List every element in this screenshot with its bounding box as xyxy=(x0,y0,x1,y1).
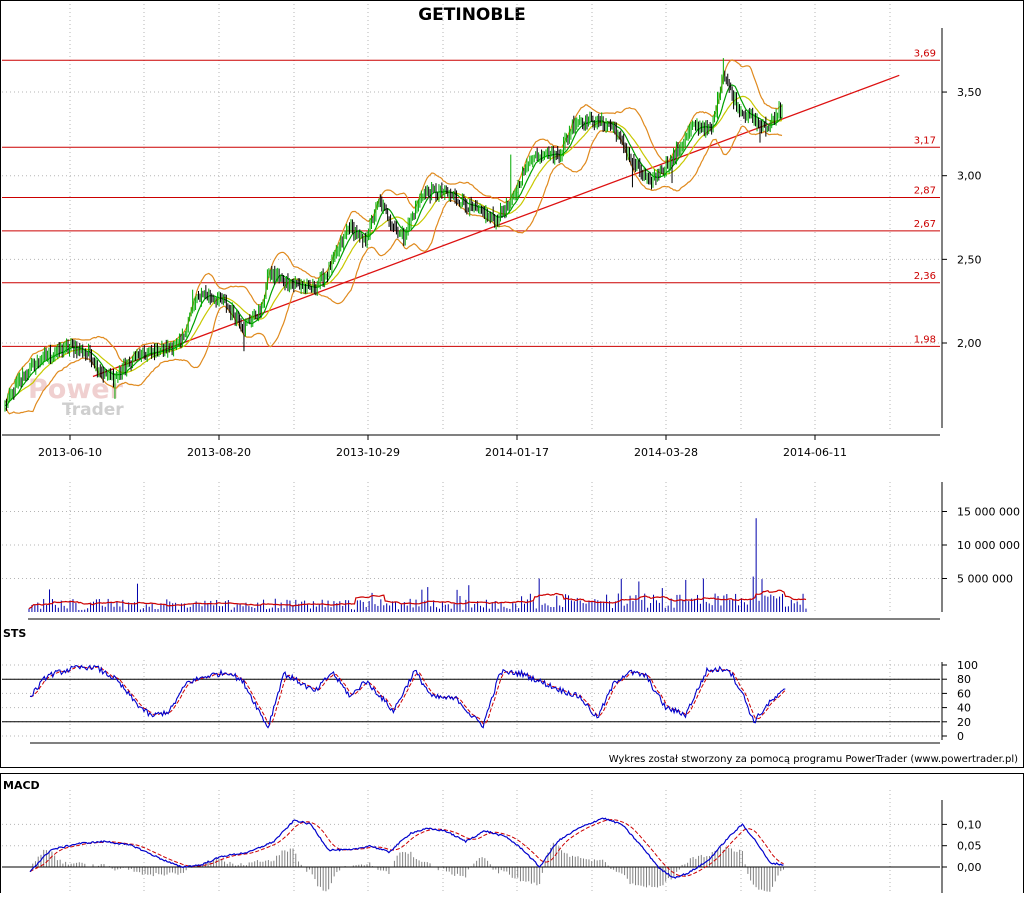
sts-main-line xyxy=(29,664,786,729)
volume-y-tick-label-1: 10 000 000 xyxy=(957,539,1020,552)
price-y-tick-label-0: 2,00 xyxy=(957,337,982,350)
price-level-label-3: 2,67 xyxy=(914,219,936,230)
moving-average-slow-line xyxy=(4,95,783,407)
price-level-label-5: 1,98 xyxy=(914,334,936,345)
sts-y-tick-label-0: 0 xyxy=(957,730,964,743)
sts-signal-line xyxy=(29,665,786,726)
price-x-tick-label-2: 2013-10-29 xyxy=(336,446,400,459)
macd-signal-line xyxy=(29,819,784,877)
price-y-tick-label-2: 3,00 xyxy=(957,170,982,183)
bollinger-lower-line xyxy=(4,125,783,415)
price-x-tick-label-4: 2014-03-28 xyxy=(634,446,698,459)
sts-y-tick-label-1: 20 xyxy=(957,716,971,729)
volume-average-line xyxy=(28,589,807,610)
sts-panel-label: STS xyxy=(3,627,26,640)
price-level-label-1: 3,17 xyxy=(914,135,936,146)
price-level-label-0: 3,69 xyxy=(914,48,936,59)
volume-y-tick-label-2: 15 000 000 xyxy=(957,506,1020,519)
chart-title: GETINOBLE xyxy=(418,5,526,25)
sts-y-tick-label-2: 40 xyxy=(957,702,971,715)
price-level-label-2: 2,87 xyxy=(914,185,936,196)
sts-y-tick-label-4: 80 xyxy=(957,673,971,686)
price-level-label-4: 2,36 xyxy=(914,271,936,282)
sts-y-tick-label-5: 100 xyxy=(957,659,978,672)
macd-y-tick-label-2: 0,10 xyxy=(957,818,982,831)
macd-y-tick-label-1: 0,05 xyxy=(957,840,982,853)
macd-main-line xyxy=(29,817,784,879)
credit-text: Wykres został stworzony za pomocą progra… xyxy=(609,754,1018,765)
price-x-tick-label-5: 2014-06-11 xyxy=(783,446,847,459)
price-x-tick-label-3: 2014-01-17 xyxy=(485,446,549,459)
sts-y-tick-label-3: 60 xyxy=(957,687,971,700)
volume-y-tick-label-0: 5 000 000 xyxy=(957,573,1013,586)
price-x-tick-label-1: 2013-08-20 xyxy=(187,446,251,459)
macd-panel-label: MACD xyxy=(3,779,40,792)
watermark-trader-text: Trader xyxy=(62,400,124,420)
price-y-tick-label-1: 2,50 xyxy=(957,253,982,266)
price-y-tick-label-3: 3,50 xyxy=(957,86,982,99)
macd-y-tick-label-0: 0,00 xyxy=(957,861,982,874)
price-x-tick-label-0: 2013-06-10 xyxy=(38,446,102,459)
